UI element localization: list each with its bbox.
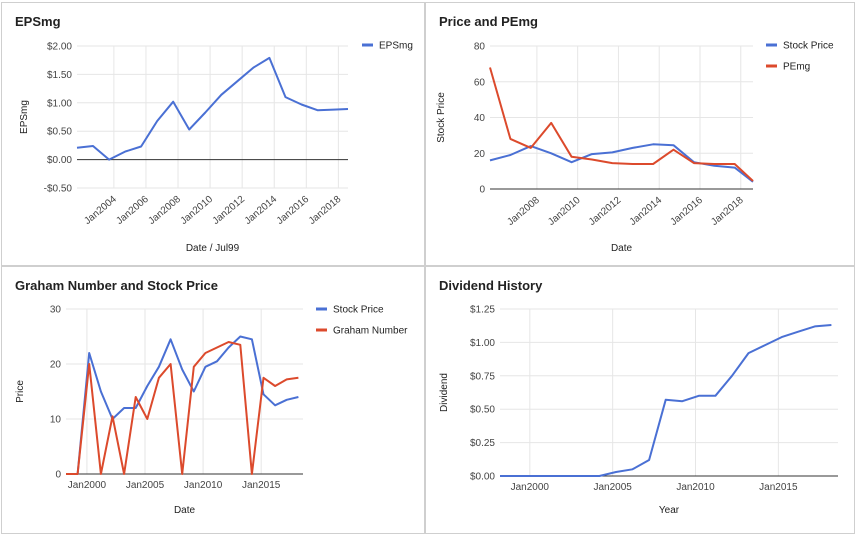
price-pemg-chart-panel: Price and PEmg 0 20 40 60 80 Jan2008 Jan2010 Jan… (425, 2, 855, 266)
legend-label: Stock Price (333, 305, 384, 316)
y-tick-label: $1.50 (47, 70, 72, 81)
x-tick-label: Jan2010 (676, 482, 715, 493)
series-line-stock-price (489, 143, 754, 183)
x-axis-label: Date / Jul99 (186, 243, 240, 254)
x-tick-label: Jan2014 (243, 194, 280, 227)
x-tick-label: Jan2016 (668, 195, 705, 228)
y-tick-label: $1.25 (470, 305, 495, 316)
y-tick-label: $0.75 (470, 371, 495, 382)
graham-number-chart-panel: Graham Number and Stock Price 0 10 20 30 Jan2… (1, 266, 425, 534)
epsmg-svg: EPSmg -$0.50 $0.00 $0.50 $1.00 $1.50 $2.00 Jan2… (15, 14, 413, 254)
legend-label: PEmg (783, 62, 810, 73)
series-line-stock-price (66, 335, 299, 475)
x-tick-label: Jan2014 (628, 195, 665, 228)
x-tick-label: Jan2015 (759, 482, 798, 493)
epsmg-chart-panel: EPSmg -$0.50 $0.00 $0.50 $1.00 $1.50 $2.00 Jan2… (1, 2, 425, 266)
y-tick-label: 0 (479, 185, 485, 196)
x-tick-label: Jan2008 (146, 194, 183, 227)
y-tick-label: 60 (474, 77, 486, 88)
y-tick-label: 20 (474, 149, 486, 160)
y-tick-label: $2.00 (47, 42, 72, 53)
x-tick-label: Jan2000 (68, 480, 107, 491)
x-tick-label: Jan2016 (275, 194, 312, 227)
x-tick-label: Jan2006 (114, 194, 151, 227)
graham-number-and-stock-price-svg: Graham Number and Stock Price 0 10 20 30 Jan2… (15, 278, 408, 516)
y-tick-label: $0.00 (470, 472, 495, 483)
x-tick-label: Jan2012 (211, 194, 248, 227)
y-tick-label: 0 (55, 470, 61, 481)
x-tick-label: Jan2000 (511, 482, 550, 493)
x-axis-label: Date (174, 505, 196, 516)
y-tick-label: $0.50 (47, 127, 72, 138)
y-tick-label: $1.00 (47, 98, 72, 109)
y-axis-label: Stock Price (436, 92, 447, 143)
y-tick-label: $1.00 (470, 338, 495, 349)
series-line-pemg (489, 67, 754, 182)
x-axis-label: Year (659, 505, 680, 516)
dividend-history-svg: Dividend History $0.00 $0.25 $0.50 $0.75 $1.0… (439, 278, 838, 516)
x-tick-label: Jan2010 (179, 194, 216, 227)
x-tick-label: Jan2015 (242, 480, 281, 491)
y-axis-label: Price (15, 380, 26, 403)
chart-title: Dividend History (439, 278, 543, 293)
y-tick-label: 10 (50, 415, 62, 426)
x-axis-label: Date (611, 243, 633, 254)
x-tick-label: Jan2010 (184, 480, 223, 491)
legend-label: EPSmg (379, 41, 413, 52)
x-tick-label: Jan2005 (126, 480, 165, 491)
legend-label: Stock Price (783, 41, 834, 52)
y-axis-label: Dividend (439, 373, 450, 412)
y-tick-label: 80 (474, 42, 486, 53)
x-tick-label: Jan2005 (593, 482, 632, 493)
y-tick-label: $0.50 (470, 405, 495, 416)
y-tick-label: $0.25 (470, 438, 495, 449)
y-axis-label: EPSmg (19, 100, 30, 134)
y-tick-label: -$0.50 (44, 184, 73, 195)
y-tick-label: 20 (50, 360, 62, 371)
series-line-graham-number (66, 341, 299, 475)
y-tick-label: $0.00 (47, 155, 72, 166)
chart-title: Price and PEmg (439, 14, 538, 29)
y-tick-label: 40 (474, 113, 486, 124)
x-tick-label: Jan2012 (587, 195, 624, 228)
x-tick-label: Jan2004 (82, 194, 119, 227)
x-tick-label: Jan2018 (307, 194, 344, 227)
x-tick-label: Jan2018 (709, 195, 746, 228)
chart-title: Graham Number and Stock Price (15, 278, 218, 293)
chart-title: EPSmg (15, 14, 61, 29)
x-tick-label: Jan2010 (546, 195, 583, 228)
series-line-dividend (500, 324, 832, 477)
legend-label: Graham Number (333, 326, 408, 337)
x-tick-label: Jan2008 (505, 195, 542, 228)
series-line-epsmg (76, 56, 349, 161)
dividend-history-chart-panel: Dividend History $0.00 $0.25 $0.50 $0.75 $1.0… (425, 266, 855, 534)
y-tick-label: 30 (50, 305, 62, 316)
